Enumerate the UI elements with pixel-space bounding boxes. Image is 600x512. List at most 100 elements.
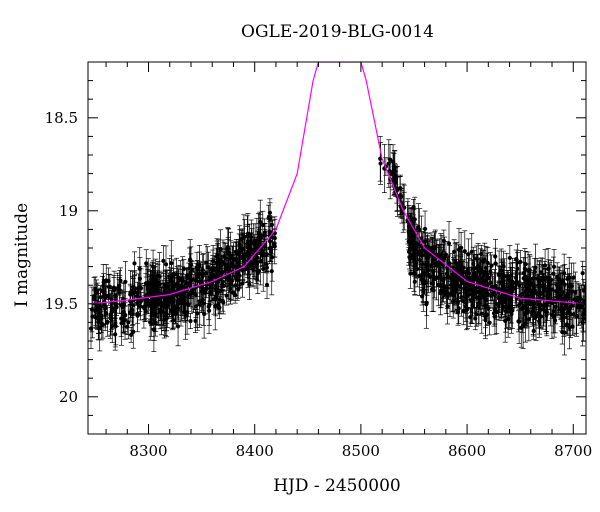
data-point [455,298,461,326]
data-point [401,184,407,231]
data-point [394,166,400,212]
x-axis-label: HJD - 2450000 [273,476,401,496]
data-point [214,240,220,270]
x-tick-label: 8700 [554,442,592,460]
data-point [188,264,194,297]
data-point [88,308,94,349]
data-point [414,250,420,288]
data-point [423,279,429,329]
data-point [397,176,403,216]
data-point [447,270,453,317]
data-point [210,255,216,281]
data-point [554,277,560,316]
data-point [228,231,234,280]
data-point [162,269,168,306]
data-point [530,266,536,290]
data-point [426,247,432,294]
data-point [550,289,556,334]
data-point [428,237,434,258]
data-point [572,271,578,313]
data-point [493,239,499,288]
data-point [569,283,575,329]
data-point [209,264,215,304]
data-point [128,326,134,343]
data-point [137,247,143,291]
data-point [390,144,396,180]
model-fit-curve [90,62,584,305]
data-point [515,252,521,286]
data-point [213,278,219,317]
data-point [153,285,159,317]
data-point [124,318,130,336]
data-point [440,243,446,277]
plot-frame [87,61,587,435]
data-point [89,295,95,339]
data-point [240,261,246,280]
data-point [487,310,493,336]
data-point [452,242,458,282]
data-point [415,203,421,251]
x-tick-label: 8500 [342,442,380,460]
data-point [491,299,497,327]
data-point [542,286,548,323]
data-point [412,252,418,295]
data-point [423,256,429,276]
data-point [268,234,274,262]
data-point [189,271,195,312]
data-point [523,250,529,278]
data-point [187,239,193,280]
data-point [580,260,586,286]
data-point [89,286,95,333]
data-point [564,316,570,335]
x-tick-label: 8300 [129,442,167,460]
data-point [544,282,550,310]
x-tick-label: 8400 [236,442,274,460]
data-point [121,282,127,328]
data-point [201,289,207,339]
data-point [524,296,530,329]
data-point [176,264,182,296]
data-point [117,275,123,306]
data-point [172,304,178,325]
data-point [109,309,115,344]
data-point [459,261,465,279]
data-point [223,243,229,274]
data-point [422,251,428,295]
data-point [518,308,524,348]
data-point [235,257,241,275]
data-point [430,254,436,288]
data-point [143,273,149,319]
data-point [203,273,209,304]
data-point [188,313,194,330]
data-point [546,259,552,278]
data-point [193,284,199,328]
data-point [533,301,539,329]
data-point [568,262,574,310]
data-point [164,297,170,332]
data-point [135,299,141,333]
data-point [264,271,270,299]
data-point [461,296,467,326]
data-point [561,253,567,293]
data-point [149,279,155,321]
data-point [131,275,137,301]
data-point [250,223,256,261]
data-point [101,282,107,310]
data-point [489,273,495,301]
data-point [272,228,278,265]
data-point [210,244,216,278]
data-point [559,319,565,345]
data-point [223,249,229,286]
data-point [177,283,183,316]
data-point [470,280,476,317]
data-point [499,261,505,303]
data-point [577,286,583,325]
y-tick-label: 19 [59,202,78,220]
chart-title: OGLE-2019-BLG-0014 [241,22,434,42]
data-point [130,315,136,349]
x-tick-label: 8600 [448,442,486,460]
data-point [441,276,447,298]
data-point [147,263,153,303]
data-point [182,280,188,321]
